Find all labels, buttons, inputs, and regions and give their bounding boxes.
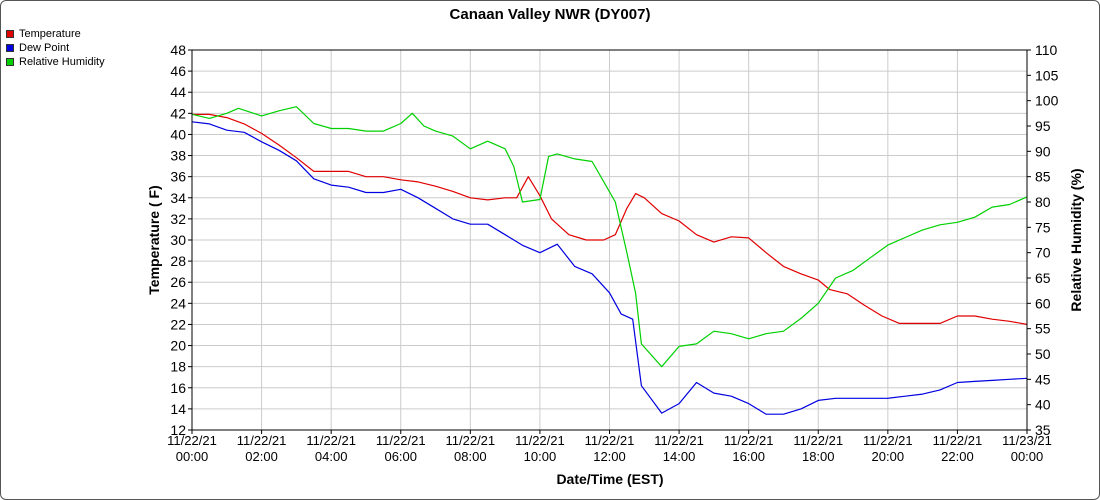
y2-tick-label: 90	[1035, 143, 1051, 159]
series-line-dew-point	[191, 121, 1028, 415]
legend-swatch-relative-humidity	[6, 58, 14, 66]
x-tick-label-time: 10:00	[524, 449, 557, 464]
x-tick-label-date: 11/22/21	[724, 433, 774, 448]
y-tick-label: 30	[170, 232, 186, 248]
grid-lines	[191, 49, 1028, 431]
x-tick-label-date: 11/22/21	[306, 433, 356, 448]
x-tick-label-time: 04:00	[315, 449, 348, 464]
legend-item-dew-point: Dew Point	[6, 41, 105, 55]
y-tick-label: 24	[170, 295, 186, 311]
y2-tick-label: 60	[1035, 295, 1051, 311]
y-tick-label: 48	[170, 42, 186, 58]
x-tick-label-time: 08:00	[454, 449, 487, 464]
y-tick-label: 34	[170, 190, 186, 206]
y-tick-label: 42	[170, 105, 186, 121]
y2-axis-label: Relative Humidity (%)	[1068, 168, 1084, 311]
y2-tick-label: 70	[1035, 245, 1051, 261]
series-line-relative-humidity	[191, 106, 1028, 368]
x-tick-label-date: 11/22/21	[515, 433, 565, 448]
y-tick-label: 14	[170, 401, 186, 417]
legend-swatch-dew-point	[6, 44, 14, 52]
legend-item-relative-humidity: Relative Humidity	[6, 55, 105, 69]
y-tick-label: 20	[170, 338, 186, 354]
x-tick-label-date: 11/22/21	[793, 433, 843, 448]
x-tick-label-date: 11/22/21	[654, 433, 704, 448]
x-tick-label-date: 11/22/21	[933, 433, 983, 448]
x-tick-label-time: 22:00	[941, 449, 974, 464]
x-tick-label-date: 11/22/21	[446, 433, 496, 448]
x-tick-label-date: 11/22/21	[167, 433, 217, 448]
x-tick-label-time: 16:00	[732, 449, 765, 464]
legend-label-relative-humidity: Relative Humidity	[19, 56, 105, 68]
y2-tick-label: 40	[1035, 397, 1051, 413]
x-tick-label-time: 20:00	[872, 449, 905, 464]
y-tick-label: 46	[170, 63, 186, 79]
x-tick-label-time: 14:00	[663, 449, 696, 464]
series-lines	[191, 106, 1028, 415]
y2-tick-label: 45	[1035, 371, 1051, 387]
x-tick-label-date: 11/22/21	[863, 433, 913, 448]
y-tick-label: 22	[170, 316, 186, 332]
x-tick-label-time: 18:00	[802, 449, 835, 464]
y-tick-label: 40	[170, 126, 186, 142]
y2-tick-label: 110	[1035, 42, 1058, 58]
y2-tick-label: 85	[1035, 169, 1051, 185]
y2-tick-label: 105	[1035, 67, 1059, 83]
y-tick-label: 36	[170, 169, 186, 185]
chart-legend: Temperature Dew Point Relative Humidity	[6, 27, 105, 69]
chart-title: Canaan Valley NWR (DY007)	[450, 6, 651, 23]
x-tick-label-date: 11/22/21	[376, 433, 426, 448]
y-tick-label: 38	[170, 148, 186, 164]
x-tick-label-date: 11/23/21	[1002, 433, 1052, 448]
x-tick-label-time: 12:00	[593, 449, 626, 464]
y-tick-label: 16	[170, 380, 186, 396]
y2-tick-label: 100	[1035, 93, 1059, 109]
y2-tick-label: 80	[1035, 194, 1051, 210]
series-line-temperature	[192, 113, 1028, 325]
x-tick-label-date: 11/22/21	[237, 433, 287, 448]
legend-item-temperature: Temperature	[6, 27, 105, 41]
axis-ticks: 12 14 16 18 20 22 24 26 28 30 32 34 36 38 40 42 44 46 48 35…	[167, 42, 1058, 464]
y2-tick-label: 75	[1035, 219, 1051, 235]
y2-tick-label: 35	[1035, 422, 1051, 438]
y-tick-label: 32	[170, 211, 186, 227]
y2-tick-label: 55	[1035, 321, 1051, 337]
x-tick-label-time: 02:00	[245, 449, 278, 464]
x-tick-label-time: 06:00	[384, 449, 417, 464]
y2-tick-label: 95	[1035, 118, 1051, 134]
legend-label-temperature: Temperature	[19, 28, 81, 40]
x-tick-label-date: 11/22/21	[585, 433, 635, 448]
y-tick-label: 44	[170, 84, 186, 100]
y-tick-label: 12	[170, 422, 186, 438]
y-tick-label: 26	[170, 274, 186, 290]
y2-tick-label: 50	[1035, 346, 1051, 362]
legend-swatch-temperature	[6, 30, 14, 38]
y-tick-label: 28	[170, 253, 186, 269]
y2-tick-label: 65	[1035, 270, 1051, 286]
y-axis-label: Temperature ( F)	[146, 185, 162, 294]
legend-label-dew-point: Dew Point	[19, 42, 70, 54]
x-axis-label: Date/Time (EST)	[556, 471, 663, 487]
x-tick-label-time: 00:00	[176, 449, 209, 464]
y-tick-label: 18	[170, 359, 186, 375]
x-tick-label-time: 00:00	[1011, 449, 1044, 464]
